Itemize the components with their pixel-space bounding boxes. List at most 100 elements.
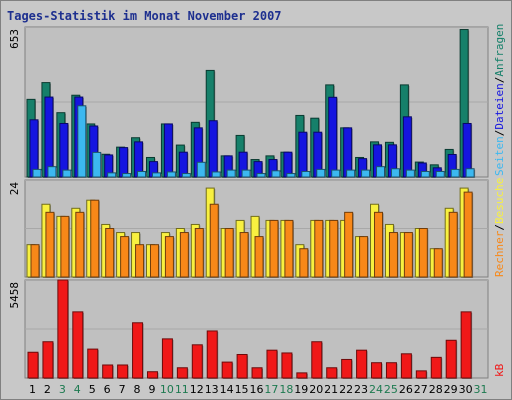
day-label-14: 14	[220, 383, 234, 396]
rechner-bar-day-27	[418, 228, 428, 278]
rechner-bar-day-22	[344, 211, 354, 278]
legend-separator: /	[493, 224, 506, 231]
seiten-bar-day-4	[77, 105, 87, 178]
legend-rechner: Rechner	[493, 230, 506, 277]
rechner-bar-day-29	[448, 211, 458, 278]
seiten-bar-day-20	[316, 168, 326, 178]
panel-3-ymax-label: 5458	[8, 282, 21, 309]
day-label-21: 21	[324, 383, 338, 396]
rechner-bar-day-5	[90, 199, 100, 278]
legend-kb: kB	[493, 363, 506, 377]
kb-bar-day-1	[27, 351, 39, 379]
day-label-9: 9	[148, 383, 155, 396]
seiten-bar-day-28	[435, 170, 445, 178]
kb-bar-day-12	[191, 344, 203, 379]
day-label-17: 17	[264, 383, 278, 396]
day-label-15: 15	[235, 383, 249, 396]
day-label-25: 25	[384, 383, 398, 396]
seiten-bar-day-3	[62, 169, 72, 178]
kb-bar-day-24	[371, 362, 383, 379]
seiten-bar-day-15	[241, 169, 251, 178]
seiten-bar-day-17	[271, 170, 281, 178]
day-label-23: 23	[354, 383, 368, 396]
rechner-bar-day-24	[374, 211, 384, 278]
rechner-bar-day-18	[284, 219, 294, 278]
kb-bar-day-15	[236, 353, 248, 379]
seiten-bar-day-30	[465, 168, 475, 178]
legend-seiten: Seiten	[493, 136, 506, 176]
rechner-bar-day-10	[164, 236, 174, 278]
seiten-bar-day-7	[122, 173, 132, 178]
rechner-bar-day-17	[269, 219, 279, 278]
kb-bar-day-21	[326, 367, 338, 379]
seiten-bar-day-29	[450, 168, 460, 178]
rechner-bar-day-3	[60, 215, 70, 278]
day-label-24: 24	[369, 383, 383, 396]
day-label-27: 27	[414, 383, 428, 396]
kb-bar-day-22	[341, 358, 353, 379]
dateien-bar-day-7	[119, 147, 129, 178]
legend-panel-3: kB	[493, 363, 506, 377]
seiten-bar-day-24	[376, 166, 386, 178]
day-label-18: 18	[279, 383, 293, 396]
rechner-bar-day-8	[135, 244, 145, 278]
kb-bar-day-13	[206, 330, 218, 379]
rechner-bar-day-14	[224, 228, 234, 278]
seiten-bar-day-2	[47, 166, 57, 178]
day-label-29: 29	[444, 383, 458, 396]
seiten-bar-day-1	[32, 168, 42, 178]
kb-bar-day-10	[161, 338, 173, 379]
day-label-6: 6	[104, 383, 111, 396]
seiten-bar-day-9	[151, 172, 161, 178]
kb-bar-day-20	[311, 341, 323, 379]
day-label-30: 30	[459, 383, 473, 396]
dateien-bar-day-13	[208, 120, 218, 178]
day-label-13: 13	[205, 383, 219, 396]
rechner-bar-day-11	[179, 232, 189, 278]
day-label-16: 16	[250, 383, 264, 396]
day-label-4: 4	[74, 383, 81, 396]
day-label-1: 1	[29, 383, 36, 396]
kb-bar-day-14	[221, 361, 233, 379]
rechner-bar-day-7	[120, 236, 130, 278]
legend-panel-1: Seiten/Dateien/Anfragen	[493, 24, 506, 176]
seiten-bar-day-14	[226, 169, 236, 178]
day-label-11: 11	[175, 383, 189, 396]
rechner-bar-day-23	[359, 236, 369, 278]
kb-bar-day-30	[460, 311, 472, 379]
dateien-bar-day-19	[298, 131, 308, 178]
kb-bar-day-2	[42, 341, 54, 379]
kb-bar-day-16	[251, 367, 263, 379]
day-label-31: 31	[474, 383, 488, 396]
rechner-bar-day-30	[463, 191, 473, 278]
kb-bar-day-6	[102, 364, 114, 379]
chart-title: Tages-Statistik im Monat November 2007	[7, 9, 282, 23]
seiten-bar-day-27	[420, 170, 430, 178]
seiten-bar-day-10	[166, 171, 176, 178]
seiten-bar-day-19	[301, 170, 311, 178]
day-label-8: 8	[134, 383, 141, 396]
seiten-bar-day-5	[92, 151, 102, 178]
rechner-bar-day-28	[433, 248, 443, 278]
kb-bar-day-26	[400, 353, 412, 379]
rechner-bar-day-1	[30, 244, 40, 278]
kb-bar-day-27	[415, 370, 427, 379]
dateien-bar-day-3	[59, 122, 69, 178]
day-label-28: 28	[429, 383, 443, 396]
kb-bar-day-9	[146, 371, 158, 379]
day-label-7: 7	[119, 383, 126, 396]
seiten-bar-day-22	[346, 169, 356, 178]
kb-bar-day-19	[296, 372, 308, 379]
rechner-bar-day-4	[75, 211, 85, 278]
day-label-26: 26	[399, 383, 413, 396]
seiten-bar-day-21	[331, 169, 341, 178]
panel-1-ymax-label: 653	[8, 29, 21, 49]
legend-besuche: Besuche	[493, 178, 506, 224]
kb-bar-day-17	[266, 349, 278, 379]
kb-bar-day-11	[176, 367, 188, 379]
kb-bar-day-23	[356, 349, 368, 379]
seiten-bar-day-25	[390, 168, 400, 178]
seiten-bar-day-6	[107, 172, 117, 178]
day-label-5: 5	[89, 383, 96, 396]
